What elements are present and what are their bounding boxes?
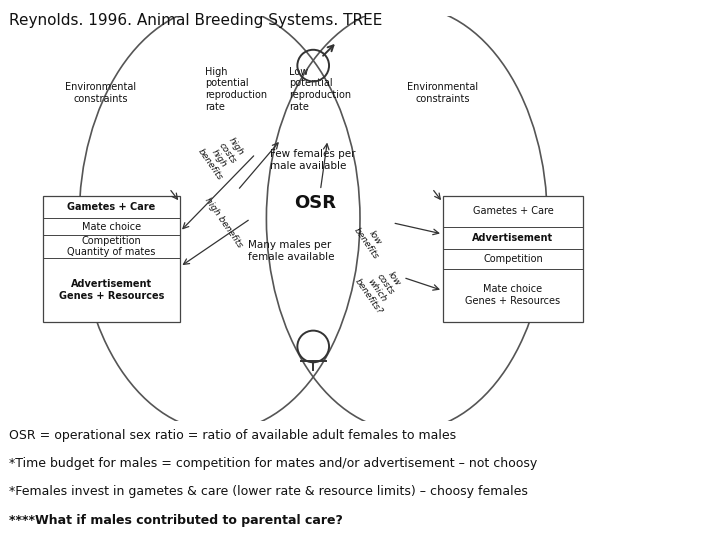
Text: Many males per
female available: Many males per female available [248,240,335,262]
Text: Environmental
constraints: Environmental constraints [66,82,136,104]
Text: *Females invest in gametes & care (lower rate & resource limits) – choosy female: *Females invest in gametes & care (lower… [9,485,528,498]
Text: Few females per
male available: Few females per male available [270,149,356,171]
Text: Advertisement: Advertisement [472,233,554,243]
Text: high benefits: high benefits [202,196,244,249]
Text: High
potential
reproduction
rate: High potential reproduction rate [205,67,267,111]
Text: Gametes + Care: Gametes + Care [472,206,554,217]
Text: Reynolds. 1996. Animal Breeding Systems. TREE: Reynolds. 1996. Animal Breeding Systems.… [9,14,382,29]
Text: Gametes + Care: Gametes + Care [68,202,156,212]
Text: high
costs
high
benefits: high costs high benefits [197,130,250,183]
Text: ****What if males contributed to parental care?: ****What if males contributed to parenta… [9,514,343,526]
Text: Competition: Competition [483,254,543,264]
Text: low
benefits: low benefits [352,220,390,261]
Text: low
costs
which
benefits?: low costs which benefits? [354,259,410,316]
Text: Mate choice: Mate choice [82,221,141,232]
Text: Environmental
constraints: Environmental constraints [408,82,478,104]
Bar [443,197,583,322]
Text: Advertisement
Genes + Resources: Advertisement Genes + Resources [59,279,164,301]
Text: Mate choice
Genes + Resources: Mate choice Genes + Resources [465,285,561,306]
Text: Competition
Quantity of mates: Competition Quantity of mates [68,235,156,257]
Text: Low
potential
reproduction
rate: Low potential reproduction rate [289,67,351,111]
Text: OSR: OSR [294,193,336,212]
Bar [43,197,180,322]
Text: OSR = operational sex ratio = ratio of available adult females to males: OSR = operational sex ratio = ratio of a… [9,429,456,442]
Text: *Time budget for males = competition for mates and/or advertisement – not choosy: *Time budget for males = competition for… [9,457,537,470]
